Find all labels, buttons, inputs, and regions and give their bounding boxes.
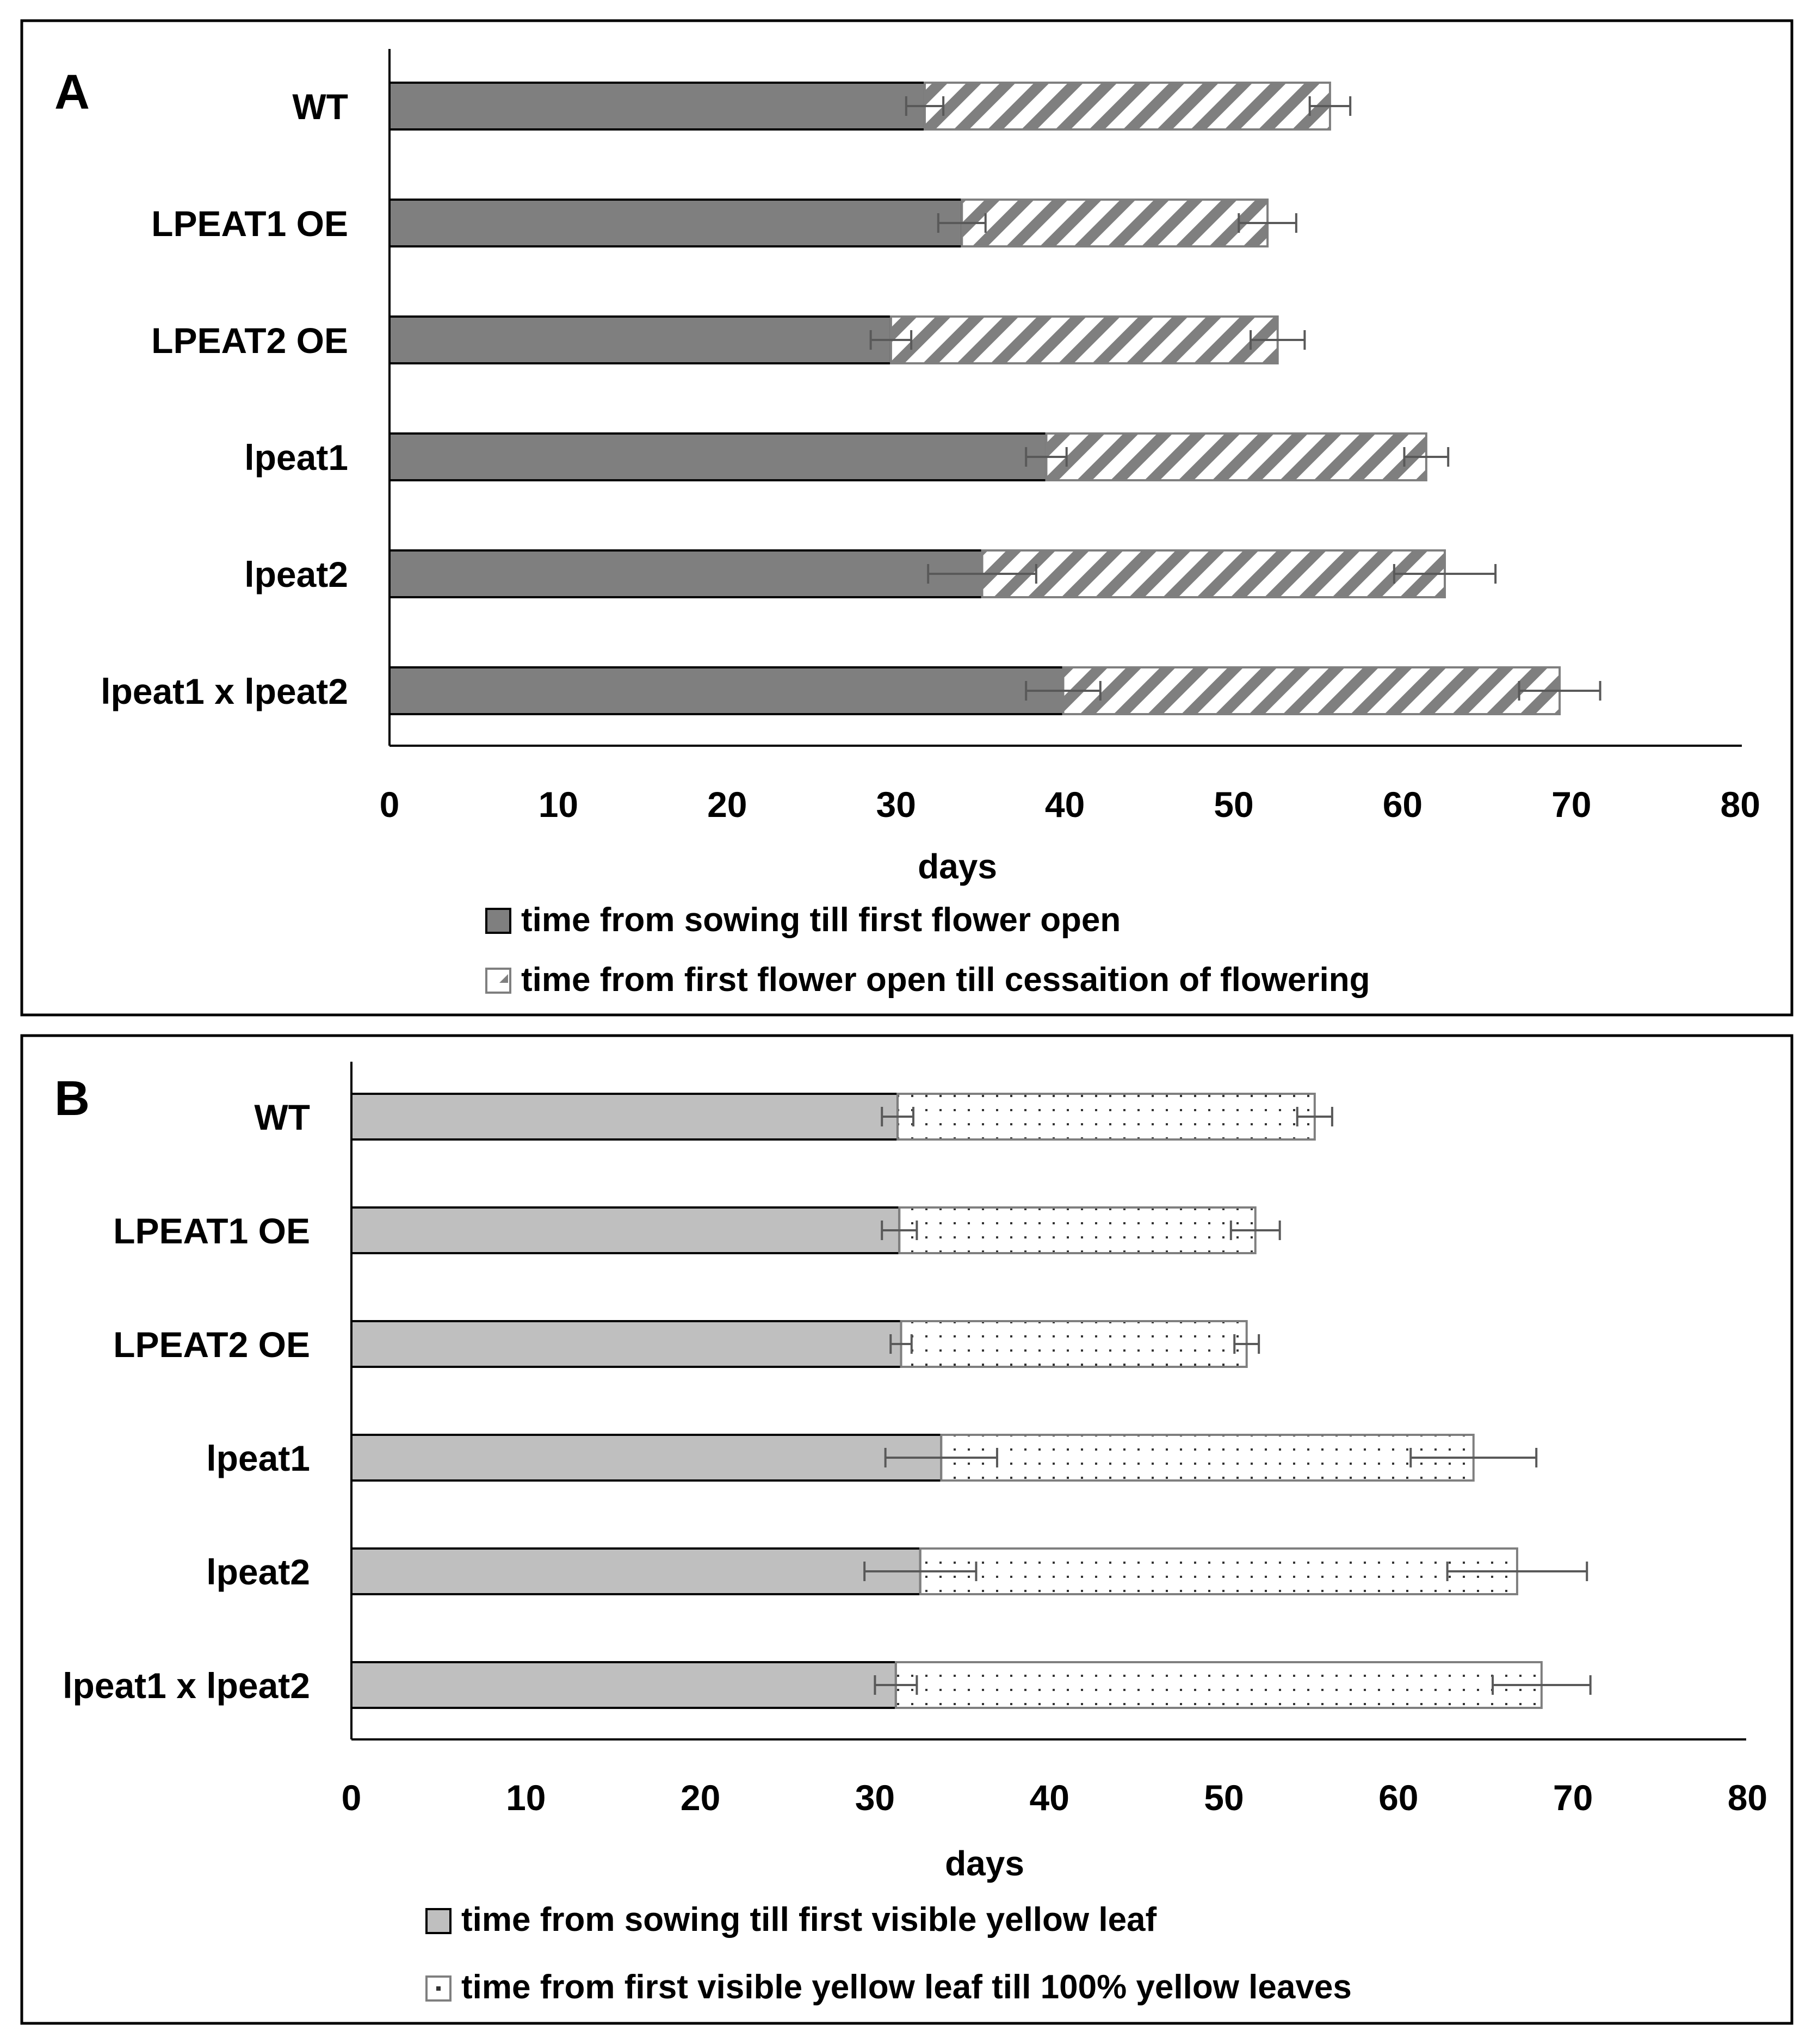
panel-a-x-tick-label: 0 <box>380 784 400 825</box>
panel-a-bar-second-segment <box>1045 432 1427 481</box>
panel-a-legend-label-2: time from first flower open till cessait… <box>521 961 1370 999</box>
panel-a-category-label: lpeat1 x lpeat2 <box>101 671 348 711</box>
panel-b-category-label: WT <box>254 1097 310 1137</box>
panel-a-category-label: lpeat2 <box>244 554 348 594</box>
panel-b-category-label: lpeat1 <box>206 1438 310 1478</box>
panel-a-legend-swatch-striped <box>485 968 511 994</box>
panel-b-category-label: lpeat2 <box>206 1552 310 1592</box>
panel-b-bar-second-segment <box>919 1547 1518 1595</box>
panel-a-bar-first-segment <box>388 82 926 131</box>
panel-b-x-tick-label: 20 <box>681 1777 720 1818</box>
panel-a-legend-swatch-solid <box>485 908 511 934</box>
panel-b-legend: time from sowing till first visible yell… <box>425 1901 1352 2006</box>
panel-a-category-label: lpeat1 <box>244 437 348 478</box>
panel-b-x-tick-label: 30 <box>855 1777 895 1818</box>
panel-a-frame <box>20 19 1794 1017</box>
panel-b-legend-swatch-dot-mark <box>436 1986 441 1991</box>
panel-a-legend-label-1: time from sowing till first flower open <box>521 901 1121 939</box>
panel-a-legend: time from sowing till first flower open … <box>485 901 1370 999</box>
panel-a: A WT LPEAT1 OE LPEAT2 OE lpeat1 lpeat2 lpeat1… <box>20 19 1794 1017</box>
panel-b-category-label: LPEAT2 OE <box>113 1324 310 1365</box>
panel-a-bar-first-segment <box>388 315 892 364</box>
panel-b-bar-first-segment <box>350 1547 922 1595</box>
panel-a-x-axis-title: days <box>918 847 997 886</box>
panel-a-bar-first-segment <box>388 549 984 598</box>
panel-b-x-tick-label: 0 <box>342 1777 362 1818</box>
panel-a-bar-second-segment <box>961 199 1269 247</box>
panel-a-legend-swatch-stripe-mark <box>499 974 508 983</box>
panel-b-legend-label-2: time from first visible yellow leaf till… <box>461 1968 1352 2006</box>
panel-b-x-tick-label: 10 <box>506 1777 546 1818</box>
panel-b-bar-second-segment <box>896 1093 1316 1141</box>
panel-b-bar-first-segment <box>350 1093 899 1141</box>
panel-b-x-axis-title: days <box>945 1844 1024 1883</box>
panel-a-x-tick-label: 60 <box>1383 784 1423 825</box>
panel-a-category-label: LPEAT2 OE <box>151 320 348 361</box>
panel-b-x-tick-label: 40 <box>1029 1777 1069 1818</box>
panel-b-frame <box>20 1034 1794 2025</box>
panel-b-category-label: LPEAT1 OE <box>113 1211 310 1251</box>
panel-a-x-tick-label: 10 <box>539 784 578 825</box>
panel-a-bar-second-segment <box>981 549 1446 598</box>
panel-b-x-tick-label: 70 <box>1553 1777 1593 1818</box>
panel-a-bar-first-segment <box>388 432 1048 481</box>
panel-b: B WT LPEAT1 OE LPEAT2 OE lpeat1 lpeat2 lpeat1… <box>20 1034 1794 2025</box>
panel-a-label: A <box>54 65 90 120</box>
panel-a-x-tick-label: 20 <box>707 784 747 825</box>
panel-b-bar-second-segment <box>894 1661 1543 1709</box>
panel-b-label: B <box>54 1071 90 1126</box>
panel-b-legend-label-1: time from sowing till first visible yell… <box>461 1901 1157 1938</box>
panel-a-x-tick-label: 50 <box>1214 784 1253 825</box>
panel-b-x-tick-label: 50 <box>1204 1777 1244 1818</box>
panel-b-bar-first-segment <box>350 1206 901 1254</box>
panel-b-bar-first-segment <box>350 1320 902 1368</box>
panel-a-bar-second-segment <box>923 82 1331 131</box>
panel-a-bar-first-segment <box>388 666 1065 715</box>
panel-a-x-tick-label: 30 <box>876 784 916 825</box>
panel-a-x-tick-label: 40 <box>1045 784 1085 825</box>
panel-b-bar-first-segment <box>350 1661 897 1709</box>
panel-b-bar-second-segment <box>940 1434 1475 1482</box>
panel-b-x-tick-label: 80 <box>1728 1777 1767 1818</box>
panel-b-category-label: lpeat1 x lpeat2 <box>63 1665 310 1706</box>
panel-b-bar-second-segment <box>900 1320 1248 1368</box>
panel-a-category-label: WT <box>292 86 348 127</box>
panel-b-legend-swatch-solid <box>425 1908 452 1934</box>
panel-a-x-tick-label: 80 <box>1720 784 1760 825</box>
panel-b-bar-first-segment <box>350 1434 943 1482</box>
panel-a-x-tick-label: 70 <box>1551 784 1591 825</box>
panel-a-bar-first-segment <box>388 199 963 247</box>
panel-a-bar-second-segment <box>889 315 1279 364</box>
panel-b-x-tick-label: 60 <box>1378 1777 1418 1818</box>
panel-a-category-label: LPEAT1 OE <box>151 203 348 244</box>
panel-a-bar-second-segment <box>1062 666 1561 715</box>
panel-b-bar-second-segment <box>898 1206 1257 1254</box>
